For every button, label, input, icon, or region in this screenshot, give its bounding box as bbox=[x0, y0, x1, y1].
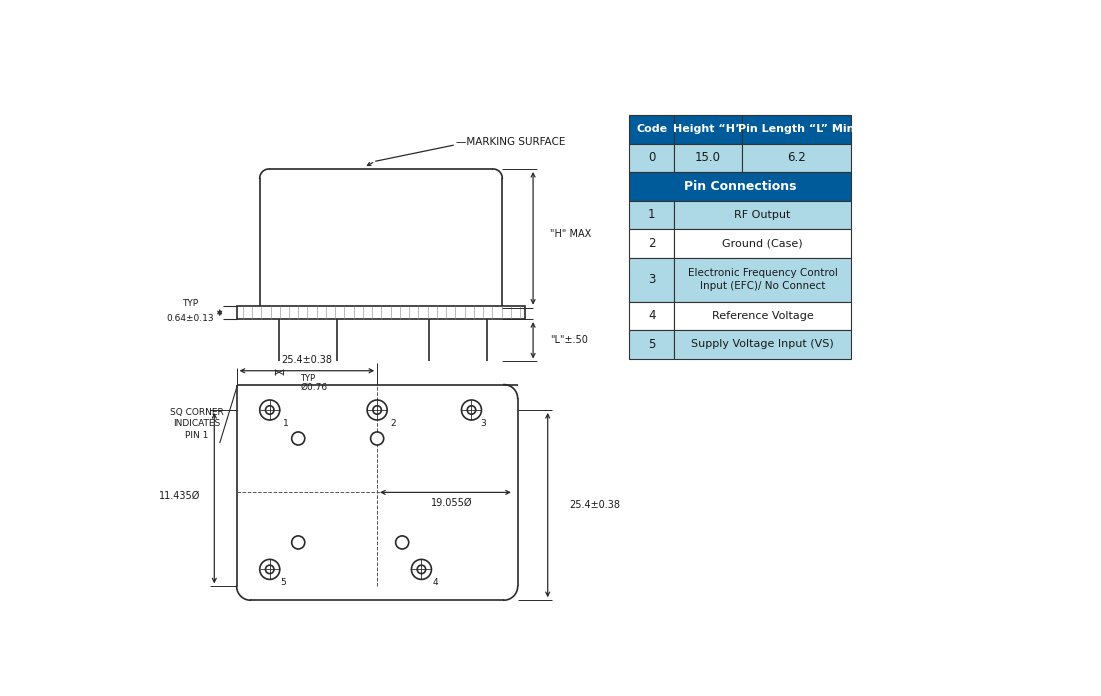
Text: Ground (Case): Ground (Case) bbox=[722, 238, 803, 248]
Bar bbox=[674, 301, 851, 330]
Text: 3: 3 bbox=[481, 418, 487, 427]
Text: Height “H”: Height “H” bbox=[673, 125, 742, 134]
Bar bbox=[630, 258, 674, 301]
Text: 25.4±0.38: 25.4±0.38 bbox=[569, 500, 620, 510]
Text: Input (EFC)/ No Connect: Input (EFC)/ No Connect bbox=[700, 281, 826, 291]
Bar bbox=[630, 229, 674, 258]
Bar bbox=[674, 258, 851, 301]
Text: 5: 5 bbox=[281, 578, 286, 587]
Bar bbox=[674, 330, 851, 358]
Text: Pin Length “L” Min: Pin Length “L” Min bbox=[738, 125, 854, 134]
Text: RF Output: RF Output bbox=[734, 209, 791, 220]
Bar bbox=[630, 115, 674, 143]
Text: TYP: TYP bbox=[301, 374, 316, 383]
Bar bbox=[237, 306, 525, 319]
Circle shape bbox=[373, 406, 381, 414]
Text: Ø0.76: Ø0.76 bbox=[301, 383, 328, 392]
Text: —MARKING SURFACE: —MARKING SURFACE bbox=[456, 137, 566, 147]
Circle shape bbox=[467, 406, 476, 414]
Circle shape bbox=[461, 400, 481, 420]
Circle shape bbox=[265, 406, 274, 414]
Bar bbox=[630, 200, 674, 229]
Bar bbox=[674, 229, 851, 258]
Text: 2: 2 bbox=[647, 237, 655, 250]
Circle shape bbox=[395, 536, 408, 549]
Text: 3: 3 bbox=[648, 273, 655, 286]
Text: 11.435Ø: 11.435Ø bbox=[159, 491, 200, 501]
Bar bbox=[742, 115, 851, 143]
Bar bbox=[630, 172, 851, 200]
Bar bbox=[674, 143, 742, 172]
Text: 2: 2 bbox=[390, 418, 396, 427]
Bar bbox=[742, 143, 851, 172]
Text: 1: 1 bbox=[647, 208, 655, 221]
Text: Reference Voltage: Reference Voltage bbox=[711, 311, 814, 321]
Text: "L"±.50: "L"±.50 bbox=[550, 335, 588, 345]
Circle shape bbox=[417, 565, 426, 574]
Circle shape bbox=[292, 536, 305, 549]
Text: Pin Connections: Pin Connections bbox=[684, 180, 796, 193]
Text: 25.4±0.38: 25.4±0.38 bbox=[282, 355, 333, 365]
Circle shape bbox=[292, 432, 305, 445]
Text: Supply Voltage Input (VS): Supply Voltage Input (VS) bbox=[691, 340, 833, 349]
Text: "H" MAX: "H" MAX bbox=[550, 230, 591, 239]
Bar bbox=[630, 301, 674, 330]
Text: 19.055Ø: 19.055Ø bbox=[430, 498, 472, 507]
Text: 4: 4 bbox=[433, 578, 438, 587]
Text: TYP: TYP bbox=[183, 299, 198, 308]
Bar bbox=[630, 143, 674, 172]
Text: 0: 0 bbox=[648, 151, 655, 164]
Text: 5: 5 bbox=[648, 338, 655, 351]
Text: 15.0: 15.0 bbox=[695, 151, 721, 164]
Bar bbox=[674, 115, 742, 143]
Bar bbox=[630, 330, 674, 358]
Text: 4: 4 bbox=[647, 310, 655, 322]
Circle shape bbox=[260, 400, 280, 420]
Bar bbox=[674, 200, 851, 229]
Text: 1: 1 bbox=[283, 418, 288, 427]
Circle shape bbox=[260, 560, 280, 579]
Text: 0.64±0.13: 0.64±0.13 bbox=[166, 315, 215, 323]
Text: SQ CORNER
INDICATES
PIN 1: SQ CORNER INDICATES PIN 1 bbox=[170, 408, 224, 441]
Text: Code: Code bbox=[636, 125, 667, 134]
Text: 6.2: 6.2 bbox=[787, 151, 806, 164]
Circle shape bbox=[367, 400, 388, 420]
Circle shape bbox=[412, 560, 432, 579]
Circle shape bbox=[371, 432, 383, 445]
Circle shape bbox=[265, 565, 274, 574]
Text: Electronic Frequency Control: Electronic Frequency Control bbox=[688, 268, 838, 278]
